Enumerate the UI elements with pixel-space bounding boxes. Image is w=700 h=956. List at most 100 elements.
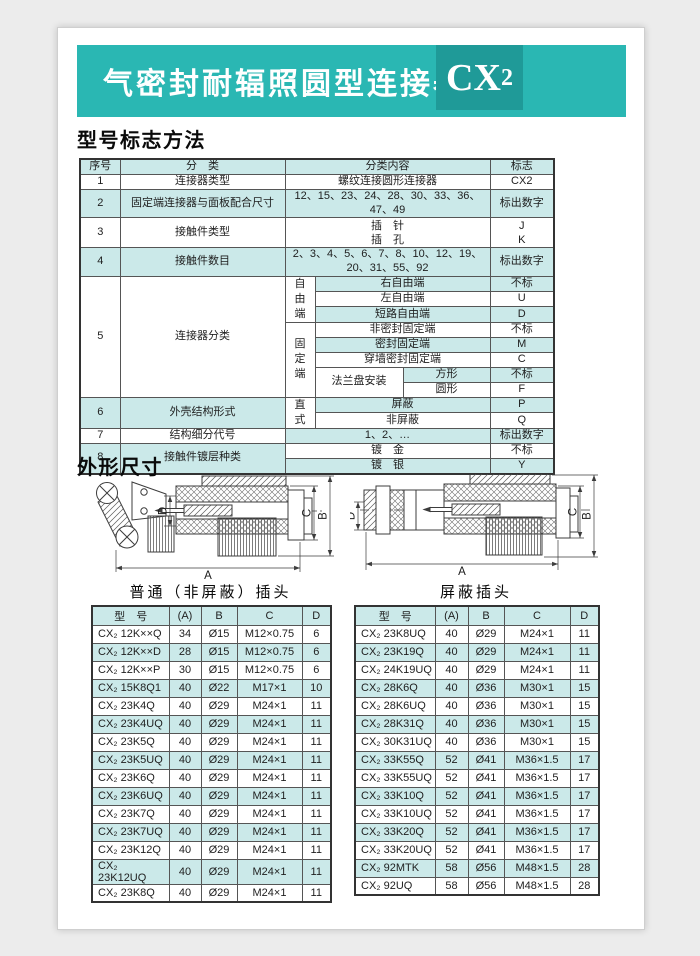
model-cell: CX₂ 33K20Q <box>354 822 436 842</box>
dim-c-cell: M36×1.5 <box>503 786 571 806</box>
dim-b-cell: Ø29 <box>467 642 505 662</box>
dim-a-cell: 52 <box>434 786 469 806</box>
normal-plug-table: 型 号 (A) B C D CX₂ 12K××Q 34 Ø15 M12×0.75… <box>91 605 332 903</box>
table-row: CX₂ 33K20Q 52 Ø41 M36×1.5 17 <box>354 822 600 842</box>
shielded-plug-caption: 屏蔽插头 <box>439 584 512 601</box>
dim-c-cell: M36×1.5 <box>503 822 571 842</box>
table-row: CX₂ 33K10Q 52 Ø41 M36×1.5 17 <box>354 786 600 806</box>
row-category: 接触件数目 <box>119 247 286 277</box>
dim-c-cell: M24×1 <box>236 858 303 885</box>
row-mark: C <box>489 351 555 368</box>
col-header-mark: 标志 <box>489 158 555 175</box>
row-no: 3 <box>79 217 121 249</box>
col-header-content: 分类内容 <box>284 158 491 175</box>
model-cell: CX₂ 23K8UQ <box>354 624 436 644</box>
dim-a-cell: 40 <box>434 642 469 662</box>
row-mark: J K <box>489 217 555 249</box>
row-content: 插 针 插 孔 <box>284 217 491 249</box>
dim-a-cell: 40 <box>434 678 469 698</box>
connector-body <box>363 474 579 556</box>
row-content: 非屏蔽 <box>314 412 491 429</box>
row-no: 7 <box>79 427 121 444</box>
dim-d-cell: 11 <box>301 750 332 770</box>
dimension-c-label: C <box>302 509 314 517</box>
table-header-row: 型 号 (A) B C D <box>354 605 600 626</box>
dim-a-cell: 40 <box>434 714 469 734</box>
dim-b-cell: Ø29 <box>200 714 238 734</box>
table-row: CX₂ 12K××Q 34 Ø15 M12×0.75 6 <box>91 624 332 644</box>
dim-d-cell: 11 <box>301 822 332 842</box>
dim-a-cell: 40 <box>434 624 469 644</box>
dimension-d-label: D <box>158 507 170 515</box>
row-no: 4 <box>79 247 121 277</box>
model-cell: CX₂ 33K10UQ <box>354 804 436 824</box>
dim-c-cell: M24×1 <box>503 642 571 662</box>
table-row: CX₂ 92UQ 58 Ø56 M48×1.5 28 <box>354 876 600 896</box>
row-content: 穿墙密封固定端 <box>314 351 491 368</box>
table-row: CX₂ 33K55Q 52 Ø41 M36×1.5 17 <box>354 750 600 770</box>
row-category: 接触件类型 <box>119 217 286 249</box>
dim-a-cell: 40 <box>168 883 202 903</box>
dimension-lines <box>354 474 598 570</box>
group-straight: 直式 <box>284 396 316 429</box>
dim-a-cell: 40 <box>168 822 202 842</box>
dim-c-cell: M36×1.5 <box>503 768 571 788</box>
row-mark: D <box>489 306 555 323</box>
table-row: CX₂ 23K4UQ 40 Ø29 M24×1 11 <box>91 714 332 734</box>
table-row: CX₂ 23K12UQ 40 Ø29 M24×1 11 <box>91 858 332 885</box>
dim-c-cell: M12×0.75 <box>236 642 303 662</box>
table-row: 6 外壳结构形式 直式 屏蔽 P <box>79 396 555 429</box>
table-row: 2 固定端连接器与面板配合尺寸 12、15、23、24、28、30、33、36、… <box>79 188 555 219</box>
connector-body <box>147 475 313 557</box>
dim-b-cell: Ø29 <box>200 883 238 903</box>
row-category: 接触件镀层种类 <box>119 442 286 475</box>
content-line-pin: 插 针 <box>371 219 404 232</box>
dim-d-cell: 17 <box>569 804 600 824</box>
table-row: CX₂ 23K6UQ 40 Ø29 M24×1 11 <box>91 786 332 806</box>
row-mark: 标出数字 <box>489 188 555 219</box>
dim-b-cell: Ø29 <box>200 696 238 716</box>
col-header-c: C <box>503 605 571 626</box>
dim-d-cell: 11 <box>301 883 332 903</box>
col-header-model: 型 号 <box>354 605 436 626</box>
row-category: 结构细分代号 <box>119 427 286 444</box>
dim-b-cell: Ø29 <box>200 786 238 806</box>
dim-c-cell: M36×1.5 <box>503 840 571 860</box>
row-mark: 标出数字 <box>489 247 555 277</box>
dimension-lines <box>115 475 334 572</box>
dim-c-cell: M24×1 <box>236 883 303 903</box>
dim-c-cell: M17×1 <box>236 678 303 698</box>
col-header-d: D <box>569 605 600 626</box>
dim-a-cell: 52 <box>434 750 469 770</box>
model-cell: CX₂ 23K4UQ <box>91 714 170 734</box>
dim-a-cell: 40 <box>168 750 202 770</box>
dimension-c-label: C <box>568 508 580 516</box>
model-cell: CX₂ 92UQ <box>354 876 436 896</box>
col-header-a: (A) <box>168 605 202 626</box>
model-cell: CX₂ 92MTK <box>354 858 436 878</box>
dim-c-cell: M24×1 <box>236 750 303 770</box>
model-cell: CX₂ 33K10Q <box>354 786 436 806</box>
row-mark: Y <box>489 457 555 475</box>
dim-d-cell: 28 <box>569 858 600 878</box>
dim-a-cell: 40 <box>168 786 202 806</box>
row-no: 2 <box>79 188 121 219</box>
row-mark: P <box>489 396 555 414</box>
model-cell: CX₂ 33K20UQ <box>354 840 436 860</box>
table-row: 镀 银 Y <box>80 457 555 475</box>
dim-a-cell: 52 <box>434 822 469 842</box>
dim-a-cell: 40 <box>168 858 202 885</box>
dim-b-cell: Ø56 <box>467 858 505 878</box>
dim-c-cell: M30×1 <box>503 714 571 734</box>
row-no: 5 <box>79 275 121 398</box>
dim-c-cell: M30×1 <box>503 732 571 752</box>
mark-line-k: K <box>518 233 526 246</box>
dim-b-cell: Ø15 <box>200 624 238 644</box>
dim-d-cell: 11 <box>301 804 332 824</box>
dim-d-cell: 17 <box>569 840 600 860</box>
table-row: CX₂ 23K7UQ 40 Ø29 M24×1 11 <box>91 822 332 842</box>
dim-a-cell: 40 <box>168 732 202 752</box>
table-row: CX₂ 23K6Q 40 Ø29 M24×1 11 <box>91 768 332 788</box>
row-mark: CX2 <box>489 173 555 190</box>
table-row: 圆形 F <box>80 381 555 398</box>
